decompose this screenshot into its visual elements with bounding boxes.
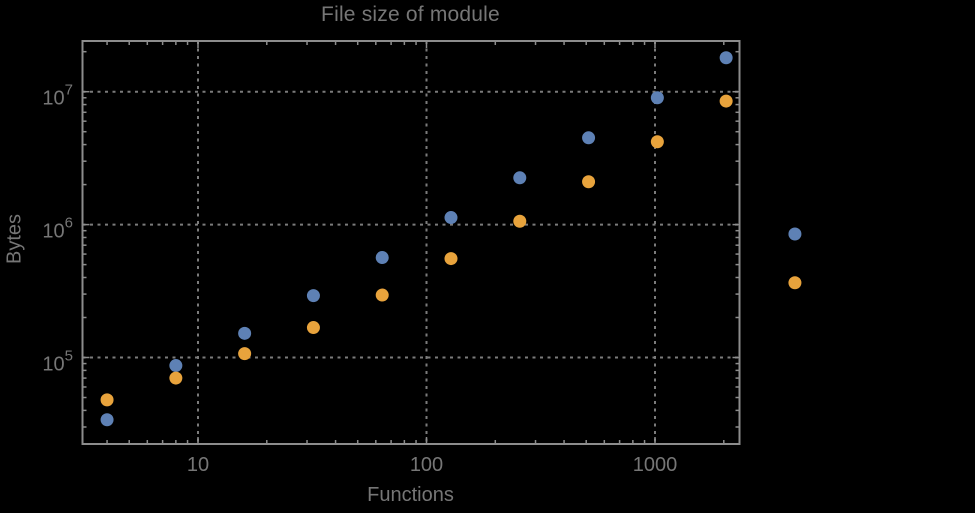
data-point-series-2 — [582, 175, 596, 189]
data-point-series-1 — [375, 251, 389, 265]
x-tick-label: 100 — [410, 454, 443, 476]
data-point-series-2 — [375, 288, 389, 302]
data-point-series-2 — [444, 252, 458, 266]
data-point-series-1 — [788, 227, 802, 241]
data-point-series-2 — [100, 393, 114, 407]
data-point-series-1 — [306, 289, 320, 303]
y-tick-label: 107 — [42, 82, 73, 110]
x-tick-label: 1000 — [633, 454, 678, 476]
data-point-series-2 — [650, 135, 664, 149]
data-point-series-1 — [169, 359, 183, 373]
data-point-series-1 — [582, 131, 596, 145]
data-point-series-1 — [513, 171, 527, 185]
data-point-series-1 — [100, 413, 114, 427]
data-point-series-2 — [788, 276, 802, 290]
data-point-series-2 — [719, 94, 733, 108]
y-tick-label: 106 — [42, 215, 73, 243]
data-point-series-1 — [719, 51, 733, 65]
data-point-series-1 — [444, 211, 458, 225]
data-point-series-1 — [650, 91, 664, 105]
plot-frame — [81, 40, 741, 445]
x-tick-label: 10 — [187, 454, 209, 476]
x-axis-label: Functions — [367, 484, 454, 506]
data-point-series-1 — [238, 326, 252, 340]
y-axis-label: Bytes — [3, 213, 26, 265]
chart-title: File size of module — [321, 3, 500, 26]
data-point-series-2 — [238, 347, 252, 361]
data-point-series-2 — [306, 321, 320, 335]
y-tick-label: 105 — [42, 348, 73, 376]
data-point-series-2 — [513, 214, 527, 228]
data-point-series-2 — [169, 371, 183, 385]
